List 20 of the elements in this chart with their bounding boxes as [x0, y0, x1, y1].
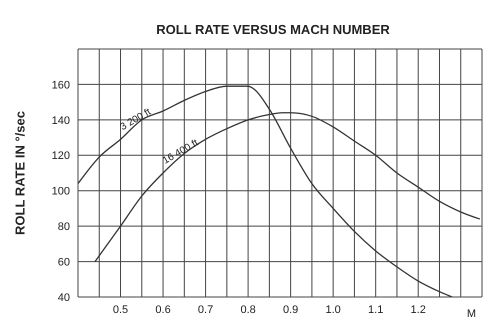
y-axis-title: ROLL RATE IN °/sec: [12, 111, 28, 235]
chart-title: ROLL RATE VERSUS MACH NUMBER: [155, 21, 391, 37]
y-tick-label: 140: [52, 114, 70, 127]
x-tick-label: 1.0: [326, 304, 341, 316]
y-tick-label: 120: [52, 150, 70, 162]
y-tick-label: 160: [52, 79, 70, 92]
x-tick-label: 0.9: [282, 304, 298, 316]
y-tick-label: 80: [58, 221, 70, 234]
y-tick-label: 100: [52, 186, 70, 198]
y-tick-label: 40: [58, 292, 70, 304]
x-axis-title: M: [466, 308, 476, 320]
x-tick-label: 0.6: [155, 304, 171, 316]
y-tick-label: 60: [58, 256, 70, 268]
x-tick-label: 0.8: [240, 304, 256, 316]
x-tick-label: 0.5: [112, 304, 128, 316]
x-tick-label: 1.2: [410, 304, 426, 316]
x-tick-label: 1.1: [368, 304, 384, 316]
text: 3 200 ft: [118, 106, 154, 133]
x-tick-label: 0.7: [198, 304, 214, 316]
text: 16 400 ft: [161, 138, 200, 167]
